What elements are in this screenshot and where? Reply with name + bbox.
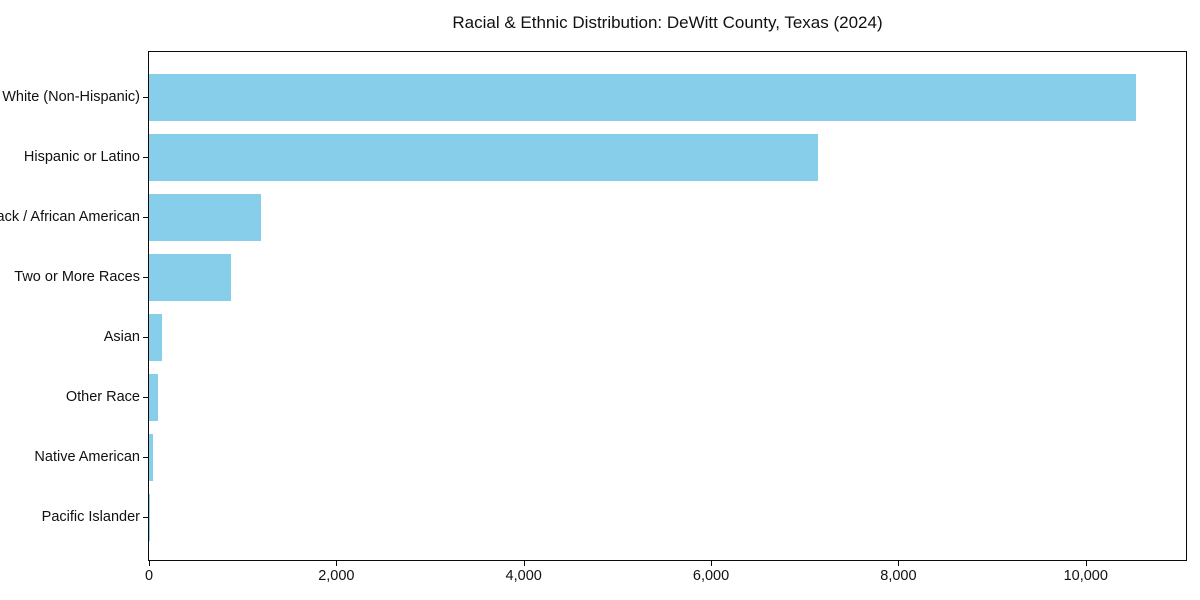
x-tick-mark — [149, 561, 150, 566]
bar-row-hispanic-or-latino — [149, 127, 1186, 187]
x-tick-label: 0 — [144, 568, 154, 584]
y-label-two-or-more-races: Two or More Races — [14, 269, 140, 285]
bar-row-asian — [149, 307, 1186, 367]
y-tick-mark — [143, 276, 148, 278]
bar-white-non-hispanic — [149, 73, 1137, 121]
chart-title: Racial & Ethnic Distribution: DeWitt Cou… — [452, 13, 883, 32]
y-tick-mark — [143, 336, 148, 338]
y-tick-mark — [143, 156, 148, 158]
x-tick-label: 2,000 — [318, 568, 355, 584]
bar-row-native-american — [149, 427, 1186, 487]
x-tick-label: 8,000 — [880, 568, 917, 584]
y-tick-mark — [143, 96, 148, 98]
x-tick-mark — [523, 561, 525, 566]
x-tick-label: 10,000 — [1063, 568, 1108, 584]
bar-other-race — [149, 373, 159, 421]
bar-hispanic-or-latino — [149, 133, 818, 181]
bar-row-white-non-hispanic — [149, 67, 1186, 127]
x-tick-mark — [711, 561, 713, 566]
y-label-hispanic-or-latino: Hispanic or Latino — [23, 149, 140, 165]
x-tick-mark — [1085, 561, 1087, 566]
y-tick-mark — [143, 516, 148, 518]
bars-region — [149, 67, 1186, 547]
y-tick-mark — [143, 396, 148, 398]
y-tick-mark — [143, 216, 148, 218]
x-tick-mark — [336, 561, 338, 566]
x-tick-mark — [898, 561, 900, 566]
x-tick-label: 4,000 — [505, 568, 542, 584]
y-label-native-american: Native American — [34, 449, 140, 465]
bar-row-pacific-islander — [149, 487, 1186, 547]
bar-row-two-or-more-races — [149, 247, 1186, 307]
bar-row-other-race — [149, 367, 1186, 427]
y-label-pacific-islander: Pacific Islander — [41, 509, 140, 525]
y-label-black-african-american: Black / African American — [0, 209, 140, 225]
y-label-other-race: Other Race — [65, 389, 140, 405]
bar-row-black-african-american — [149, 187, 1186, 247]
x-tick-label: 6,000 — [692, 568, 730, 584]
bar-native-american — [149, 433, 153, 481]
y-label-asian: Asian — [103, 329, 140, 345]
y-label-white-non-hispanic: White (Non-Hispanic) — [2, 89, 140, 105]
bar-black-african-american — [149, 193, 262, 241]
y-tick-mark — [143, 456, 148, 458]
bar-two-or-more-races — [149, 253, 232, 301]
bar-asian — [149, 313, 163, 361]
